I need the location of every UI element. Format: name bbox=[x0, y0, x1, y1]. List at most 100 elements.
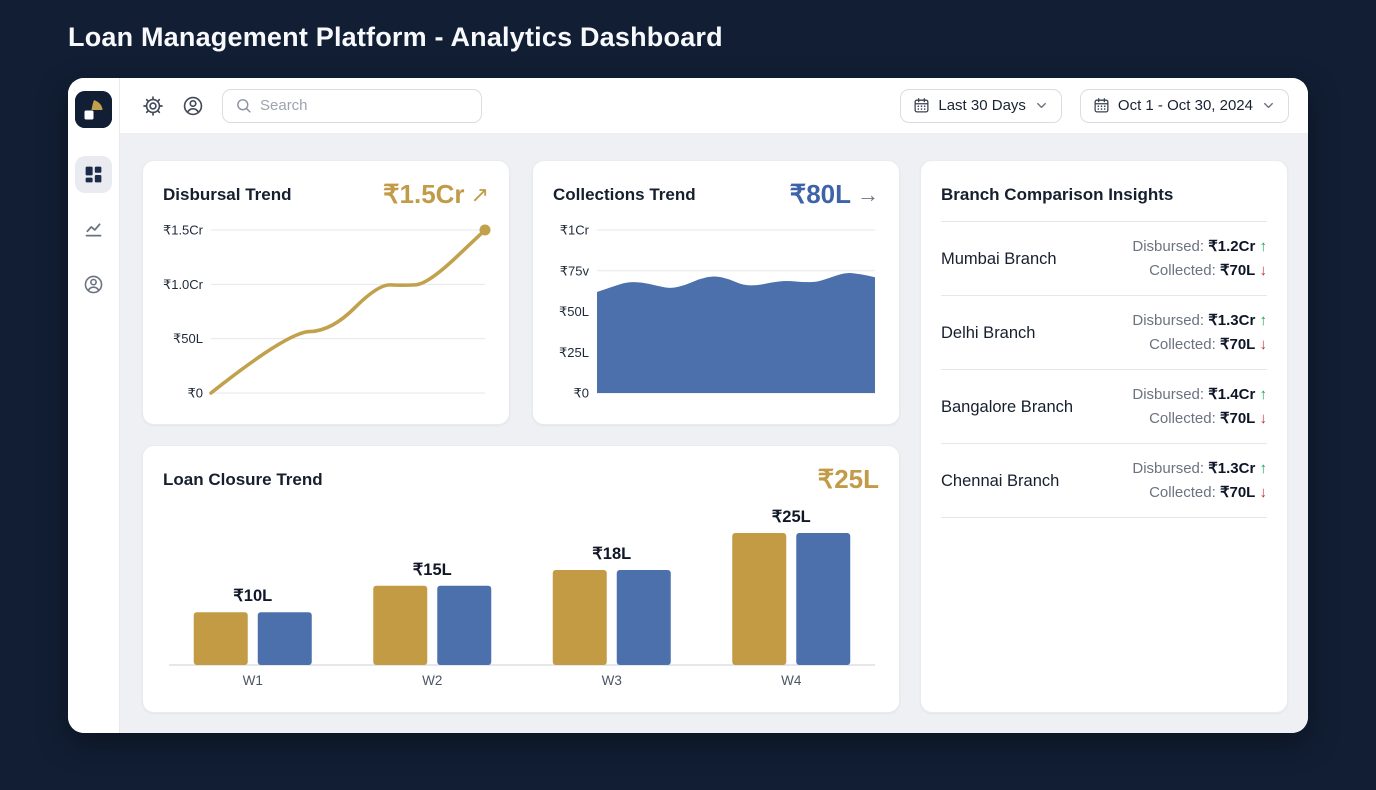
svg-text:₹0: ₹0 bbox=[187, 386, 203, 401]
dashboard-grid-icon bbox=[85, 166, 102, 183]
branch-metrics: Disbursed: ₹1.4Cr ↑ Collected: ₹70L ↓ bbox=[1132, 383, 1267, 431]
disbursed-value: ₹1.3Cr bbox=[1208, 460, 1256, 477]
main-area: Last 30 Days Oct 1 - Oct 30, 2024 bbox=[120, 78, 1308, 733]
user-circle-icon bbox=[84, 275, 103, 294]
calendar-icon bbox=[914, 98, 929, 113]
sidebar-item-profile[interactable] bbox=[75, 266, 112, 303]
arrow-down-icon: ↓ bbox=[1259, 336, 1268, 353]
svg-text:₹25L: ₹25L bbox=[772, 508, 811, 526]
card-header: Collections Trend ₹80L → bbox=[553, 179, 879, 210]
disbursed-value: ₹1.2Cr bbox=[1208, 238, 1256, 255]
search-box[interactable] bbox=[222, 88, 482, 123]
collected-label: Collected: bbox=[1149, 410, 1220, 427]
trend-right-icon: → bbox=[857, 181, 879, 207]
app-window: Last 30 Days Oct 1 - Oct 30, 2024 bbox=[68, 78, 1308, 733]
branch-row[interactable]: Bangalore Branch Disbursed: ₹1.4Cr ↑ Col… bbox=[941, 370, 1267, 444]
gear-icon bbox=[143, 95, 163, 116]
branch-name: Bangalore Branch bbox=[941, 397, 1074, 416]
account-button[interactable] bbox=[182, 95, 204, 117]
svg-text:₹50L: ₹50L bbox=[173, 331, 203, 346]
svg-text:W4: W4 bbox=[781, 673, 802, 688]
svg-text:W2: W2 bbox=[422, 673, 442, 688]
disbursed-label: Disbursed: bbox=[1132, 460, 1209, 477]
collected-line: Collected: ₹70L ↓ bbox=[1132, 259, 1267, 283]
trend-up-right-icon: ↗ bbox=[470, 181, 489, 207]
arrow-up-icon: ↑ bbox=[1259, 386, 1268, 403]
disbursed-line: Disbursed: ₹1.4Cr ↑ bbox=[1132, 383, 1267, 407]
search-input[interactable] bbox=[260, 97, 469, 114]
calendar-icon bbox=[1094, 98, 1109, 113]
collections-trend-chart: ₹1Cr ₹75v ₹50L ₹25L ₹0 bbox=[559, 223, 875, 401]
branch-metrics: Disbursed: ₹1.2Cr ↑ Collected: ₹70L ↓ bbox=[1132, 235, 1267, 283]
arrow-down-icon: ↓ bbox=[1259, 410, 1268, 427]
arrow-up-icon: ↑ bbox=[1259, 312, 1268, 329]
svg-text:₹50L: ₹50L bbox=[559, 304, 589, 319]
svg-text:₹18L: ₹18L bbox=[592, 545, 631, 563]
disbursal-trend-card: Disbursal Trend ₹1.5Cr ↗ ₹1.5Cr ₹1.0Cr ₹50… bbox=[142, 160, 510, 425]
collected-value: ₹70L bbox=[1219, 410, 1256, 427]
branch-metrics: Disbursed: ₹1.3Cr ↑ Collected: ₹70L ↓ bbox=[1132, 457, 1267, 505]
sidebar-item-dashboard[interactable] bbox=[75, 156, 112, 193]
svg-text:W3: W3 bbox=[602, 673, 622, 688]
closure-value: ₹25L bbox=[818, 464, 879, 495]
loan-closure-trend-card: Loan Closure Trend ₹25L ₹10L W1 ₹15L W2 ₹18L… bbox=[142, 445, 900, 713]
branch-row[interactable]: Chennai Branch Disbursed: ₹1.3Cr ↑ Colle… bbox=[941, 444, 1267, 518]
range-select[interactable]: Last 30 Days bbox=[900, 88, 1062, 123]
collected-line: Collected: ₹70L ↓ bbox=[1132, 481, 1267, 505]
svg-text:₹25L: ₹25L bbox=[559, 345, 589, 360]
disbursed-label: Disbursed: bbox=[1132, 238, 1209, 255]
settings-button[interactable] bbox=[142, 95, 164, 117]
disbursed-label: Disbursed: bbox=[1132, 312, 1209, 329]
app-logo[interactable] bbox=[75, 91, 112, 128]
branch-name: Chennai Branch bbox=[941, 471, 1060, 490]
collected-line: Collected: ₹70L ↓ bbox=[1132, 407, 1267, 431]
branch-list: Mumbai Branch Disbursed: ₹1.2Cr ↑ Collec… bbox=[941, 222, 1267, 518]
disbursal-trend-chart: ₹1.5Cr ₹1.0Cr ₹50L ₹0 bbox=[163, 223, 491, 401]
branch-row[interactable]: Mumbai Branch Disbursed: ₹1.2Cr ↑ Collec… bbox=[941, 222, 1267, 296]
top-row: Disbursal Trend ₹1.5Cr ↗ ₹1.5Cr ₹1.0Cr ₹50… bbox=[142, 160, 900, 425]
branch-row[interactable]: Delhi Branch Disbursed: ₹1.3Cr ↑ Collect… bbox=[941, 296, 1267, 370]
daterange-select[interactable]: Oct 1 - Oct 30, 2024 bbox=[1079, 88, 1289, 123]
collected-value: ₹70L bbox=[1219, 484, 1256, 501]
card-title: Collections Trend bbox=[553, 185, 696, 204]
logo-icon bbox=[75, 91, 112, 128]
collected-label: Collected: bbox=[1149, 484, 1220, 501]
disbursed-value: ₹1.4Cr bbox=[1208, 386, 1256, 403]
loan-closure-trend-chart: ₹10L W1 ₹15L W2 ₹18L W3 ₹25L W4 bbox=[169, 508, 875, 688]
arrow-down-icon: ↓ bbox=[1259, 484, 1268, 501]
sidebar-item-analytics[interactable] bbox=[75, 211, 112, 248]
arrow-up-icon: ↑ bbox=[1259, 460, 1268, 477]
page-title: Loan Management Platform - Analytics Das… bbox=[68, 22, 723, 52]
chevron-down-icon bbox=[1036, 102, 1046, 109]
collected-value: ₹70L bbox=[1219, 336, 1256, 353]
panel-title: Branch Comparison Insights bbox=[941, 181, 1267, 222]
line-chart-icon bbox=[85, 223, 102, 237]
collected-line: Collected: ₹70L ↓ bbox=[1132, 333, 1267, 357]
svg-text:₹0: ₹0 bbox=[573, 386, 589, 401]
card-title: Loan Closure Trend bbox=[163, 470, 323, 489]
branch-metrics: Disbursed: ₹1.3Cr ↑ Collected: ₹70L ↓ bbox=[1132, 309, 1267, 357]
collections-trend-card: Collections Trend ₹80L → ₹1Cr ₹75v ₹50L ₹25… bbox=[532, 160, 900, 425]
chevron-down-icon bbox=[1264, 102, 1273, 109]
left-column: Disbursal Trend ₹1.5Cr ↗ ₹1.5Cr ₹1.0Cr ₹50… bbox=[142, 160, 900, 713]
search-icon bbox=[237, 99, 251, 113]
value-text: ₹25L bbox=[817, 464, 879, 494]
collected-label: Collected: bbox=[1149, 262, 1220, 279]
card-header: Disbursal Trend ₹1.5Cr ↗ bbox=[163, 179, 489, 210]
arrow-up-icon: ↑ bbox=[1259, 238, 1268, 255]
disbursed-line: Disbursed: ₹1.3Cr ↑ bbox=[1132, 309, 1267, 333]
branch-name: Delhi Branch bbox=[941, 323, 1036, 342]
svg-text:₹15L: ₹15L bbox=[413, 561, 452, 579]
daterange-select-label: Oct 1 - Oct 30, 2024 bbox=[1117, 97, 1253, 114]
svg-text:₹75v: ₹75v bbox=[560, 263, 590, 278]
svg-text:₹1.5Cr: ₹1.5Cr bbox=[163, 223, 204, 238]
svg-text:₹1.0Cr: ₹1.0Cr bbox=[163, 277, 204, 292]
sidebar bbox=[68, 78, 120, 733]
svg-text:₹10L: ₹10L bbox=[233, 587, 272, 605]
arrow-down-icon: ↓ bbox=[1259, 262, 1268, 279]
card-header: Loan Closure Trend ₹25L bbox=[163, 464, 879, 495]
collected-value: ₹70L bbox=[1219, 262, 1256, 279]
disbursed-line: Disbursed: ₹1.2Cr ↑ bbox=[1132, 235, 1267, 259]
disbursed-label: Disbursed: bbox=[1132, 386, 1209, 403]
value-text: ₹1.5Cr bbox=[382, 179, 465, 209]
